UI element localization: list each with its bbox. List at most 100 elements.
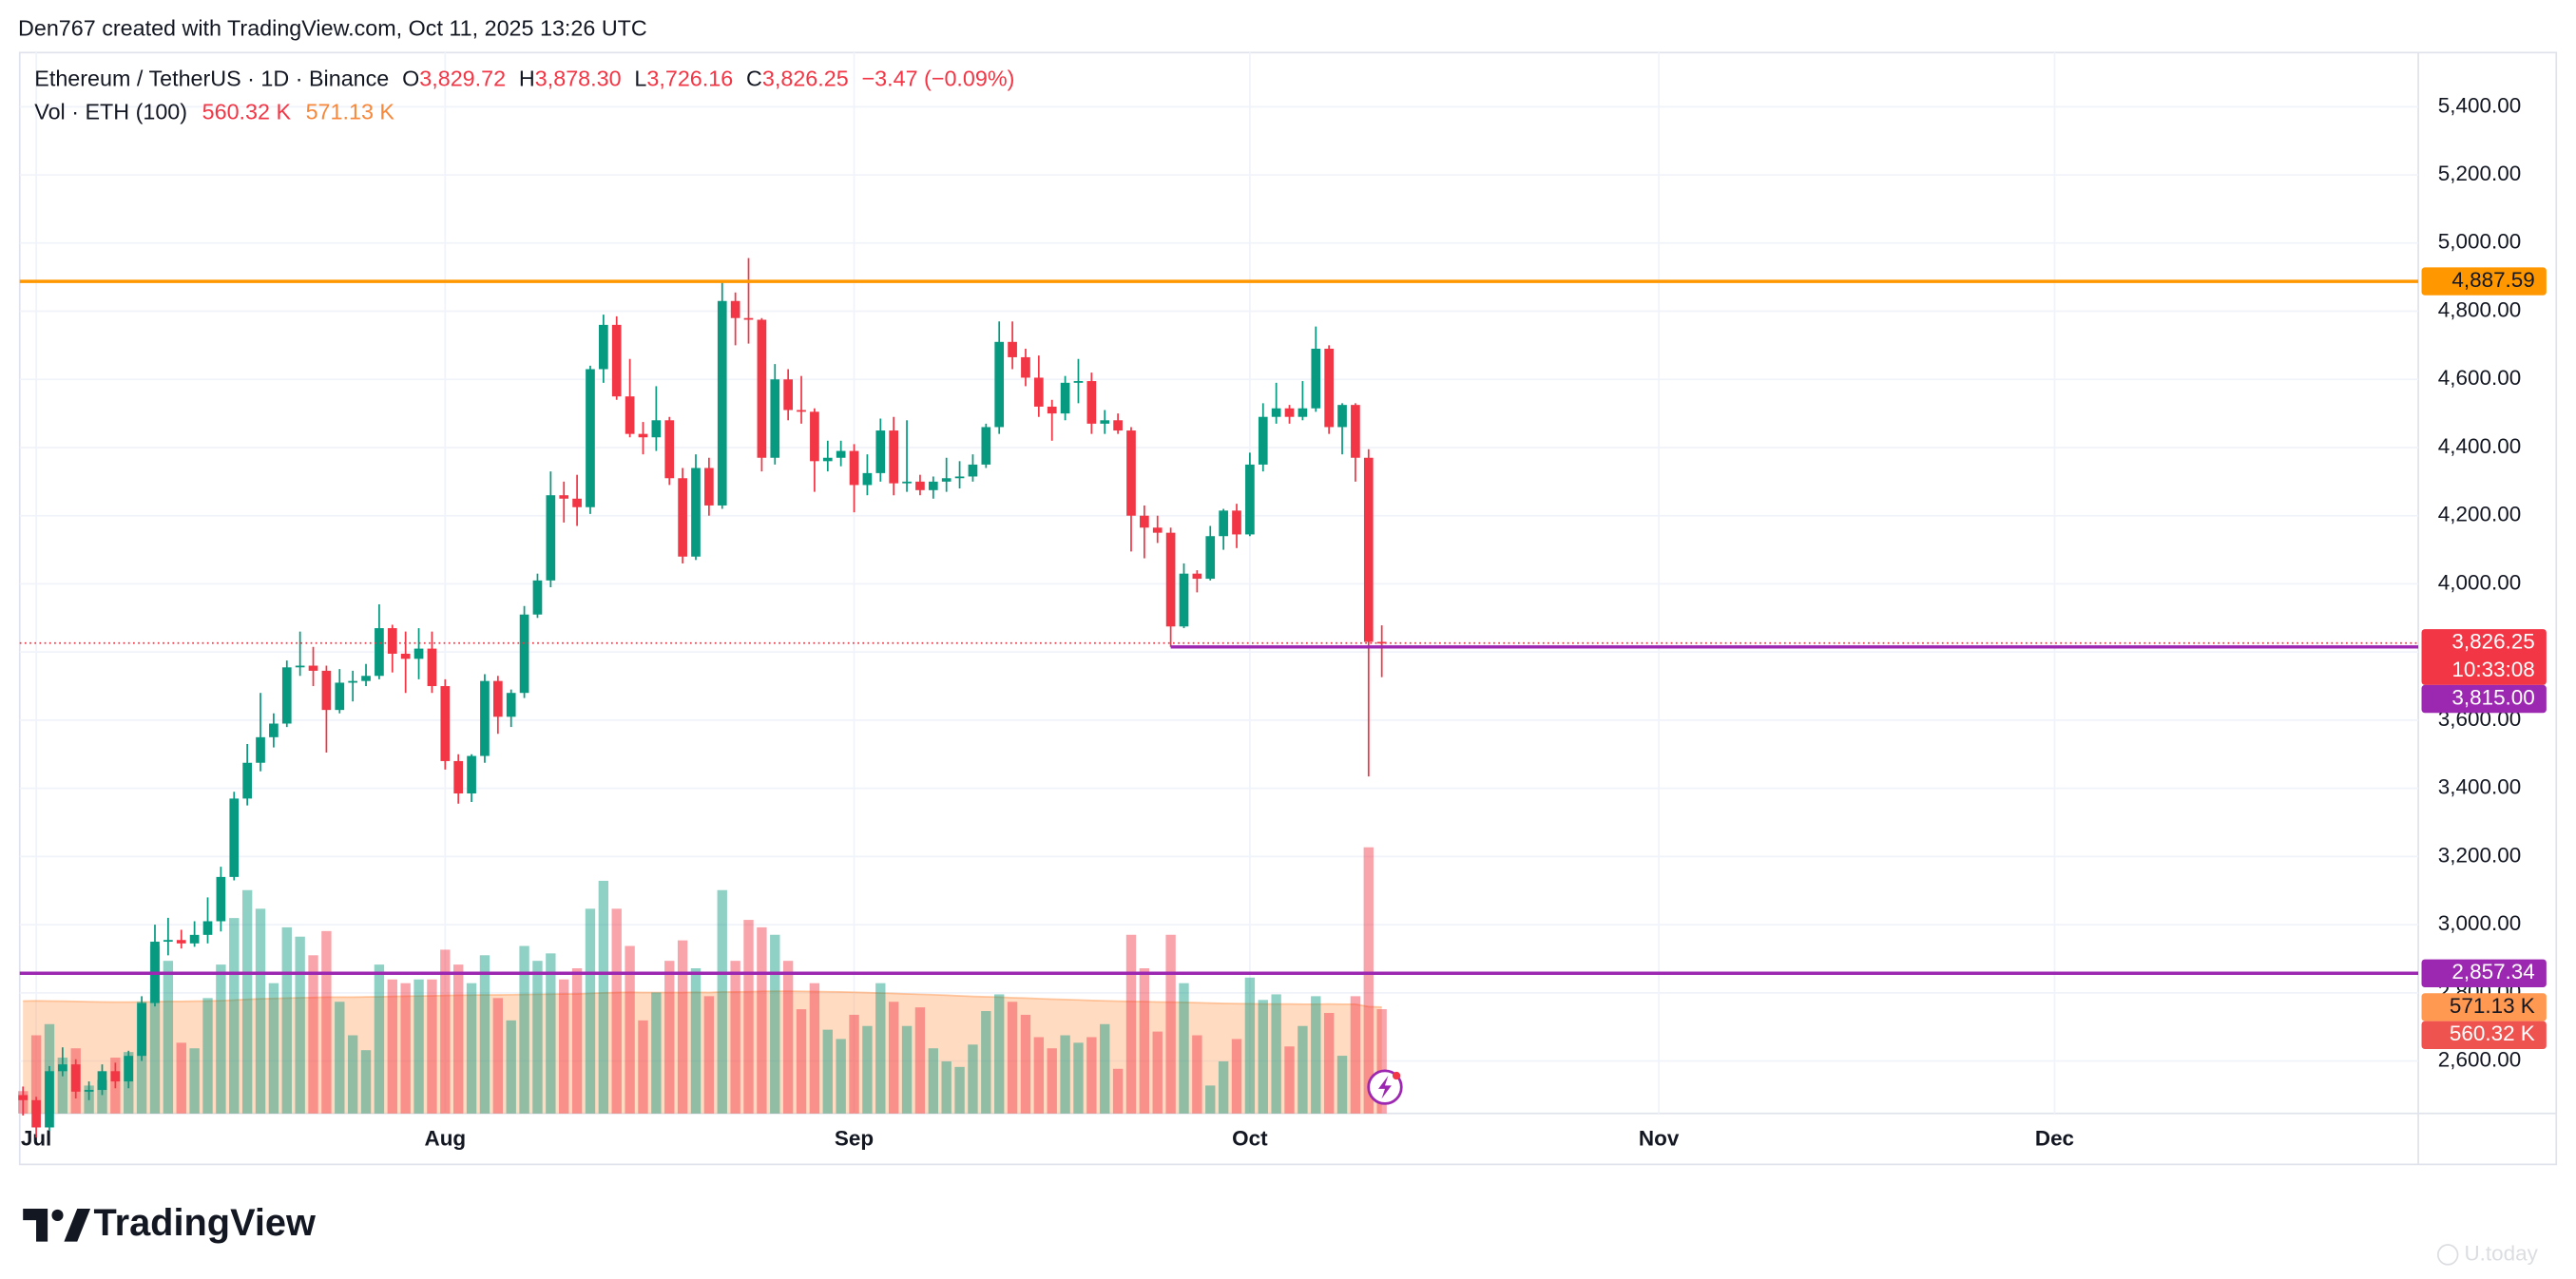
candle-body	[599, 324, 608, 370]
volume-bar	[968, 1044, 978, 1114]
volume-bar	[295, 936, 305, 1114]
candle-body	[1140, 515, 1149, 528]
volume-bar	[941, 1060, 952, 1114]
candle-body	[1258, 416, 1268, 465]
volume-bar	[585, 908, 596, 1114]
volume-bar	[1020, 1014, 1031, 1114]
volume-bar	[1218, 1060, 1229, 1114]
corner-watermark: U.today	[2436, 1241, 2539, 1266]
volume-ma-area	[23, 991, 1382, 1114]
candle-body	[611, 324, 622, 397]
volume-bar	[413, 979, 424, 1114]
volume-bar	[400, 983, 411, 1114]
candle-body	[862, 472, 873, 486]
volume-bar	[598, 880, 609, 1114]
volume-bar	[241, 889, 253, 1114]
volume-bar	[360, 1050, 372, 1114]
volume-bar	[1100, 1023, 1110, 1114]
volume-bar	[1007, 1002, 1018, 1114]
candle-body	[242, 762, 252, 799]
candle-body	[31, 1099, 41, 1128]
volume-bar	[1363, 847, 1374, 1114]
candle-body	[836, 450, 846, 458]
candle-body	[1376, 641, 1387, 644]
open-value: 3,829.72	[419, 67, 506, 91]
legend-line: Ethereum / TetherUS · 1D · Binance O3,829…	[34, 67, 1014, 91]
candle-body	[492, 680, 503, 717]
brand-logo[interactable]: TradingView	[23, 1202, 316, 1244]
candle-body	[1060, 382, 1070, 414]
volume-bar	[532, 961, 543, 1114]
candle-body	[586, 369, 595, 507]
candle-body	[730, 300, 740, 318]
candle-body	[361, 676, 371, 681]
y-tick-label: 4,200.00	[2438, 503, 2521, 526]
volume-bar	[1192, 1035, 1202, 1114]
brand-name: TradingView	[94, 1202, 316, 1244]
candle-body	[1363, 457, 1374, 642]
candle-body	[97, 1071, 107, 1091]
y-tick-label: 3,400.00	[2438, 775, 2521, 799]
hline-badge-bg	[2421, 267, 2547, 296]
x-tick-label: Nov	[1639, 1126, 1680, 1150]
icon-bolt	[1378, 1076, 1392, 1099]
volume-bar	[1231, 1039, 1242, 1114]
change-value: −3.47 (−0.09%)	[862, 67, 1015, 91]
candle-body	[308, 665, 318, 671]
y-tick-label: 5,400.00	[2438, 93, 2521, 117]
volume-bar	[664, 961, 675, 1114]
volume-bar	[611, 908, 622, 1114]
candle-body	[519, 614, 529, 694]
volume-bar	[928, 1048, 938, 1114]
volume-bar	[822, 1029, 833, 1114]
close-label: C	[746, 67, 762, 91]
candle-body	[440, 686, 451, 761]
volume-bar	[492, 998, 504, 1114]
candle-body	[202, 921, 213, 935]
candle-body	[902, 481, 912, 484]
volume-bar	[757, 926, 767, 1114]
volume-ma-line	[23, 990, 1382, 1008]
candle-body	[348, 680, 358, 683]
candle-body	[1152, 527, 1163, 533]
replay-icon[interactable]	[1367, 1069, 1403, 1105]
volume-bar	[308, 955, 318, 1114]
candle-body	[256, 736, 265, 763]
volume-bar	[1350, 996, 1361, 1114]
volume-bar	[571, 968, 583, 1114]
candle-body	[968, 464, 978, 477]
volume-bar	[1244, 977, 1256, 1114]
volume-bar	[1060, 1035, 1070, 1114]
volume-bar	[335, 1002, 345, 1114]
volume-bar	[519, 945, 529, 1114]
candle-body	[1219, 510, 1228, 537]
volume-bar	[57, 1058, 68, 1114]
candle-body	[757, 319, 767, 458]
volume-bar	[374, 964, 385, 1114]
candle-body	[506, 693, 516, 717]
candle-body	[1284, 408, 1295, 417]
candle-body	[1337, 405, 1347, 428]
candle-body	[797, 410, 806, 412]
volume-bar	[1298, 1025, 1308, 1114]
volume-bar	[770, 934, 780, 1114]
volume-bar	[453, 964, 464, 1114]
candle-body	[1047, 406, 1057, 414]
high-label: H	[519, 67, 535, 91]
watermark: Den767 created with TradingView.com, Oct…	[18, 15, 647, 40]
volume-bar	[651, 992, 662, 1114]
candle-body	[1086, 381, 1097, 424]
volume-bar	[1311, 996, 1321, 1114]
logo-mark	[23, 1209, 48, 1242]
volume-bar	[1033, 1037, 1045, 1114]
volume-bar	[1152, 1031, 1163, 1114]
volume-bar	[994, 994, 1005, 1114]
volume-bar	[149, 945, 161, 1114]
candle-body	[1008, 341, 1017, 357]
volume-bar	[427, 979, 437, 1114]
y-tick-label: 3,000.00	[2438, 911, 2521, 935]
candle-body	[1033, 377, 1044, 407]
volume-bar	[176, 1042, 186, 1114]
logo-dot	[51, 1209, 64, 1221]
candle-body	[678, 478, 687, 557]
